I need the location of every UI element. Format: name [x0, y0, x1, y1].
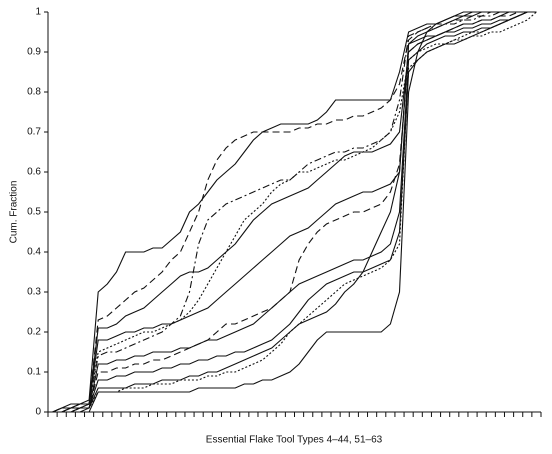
y-tick-label: 0.5	[27, 207, 41, 218]
series-line	[52, 11, 537, 413]
y-tick-label: 0.4	[27, 247, 41, 258]
y-tick-label: 0.8	[27, 87, 41, 98]
series-line	[52, 11, 537, 413]
y-tick-label: 0	[35, 407, 41, 418]
series-line	[52, 11, 537, 413]
y-tick-label: 0.1	[27, 367, 41, 378]
y-tick-label: 0.3	[27, 287, 41, 298]
series-line	[52, 11, 537, 413]
series-line	[52, 11, 537, 413]
series-line	[52, 11, 537, 413]
series-line	[52, 11, 537, 413]
y-tick-label: 0.7	[27, 127, 41, 138]
series-line	[52, 11, 537, 413]
y-tick-label: 0.9	[27, 47, 41, 58]
y-tick-label: 0.6	[27, 167, 41, 178]
y-tick-label: 0.2	[27, 327, 41, 338]
series-line	[52, 11, 537, 413]
series-line	[52, 11, 537, 413]
series-line	[52, 11, 537, 413]
y-tick-label: 1	[35, 7, 41, 18]
y-axis-title: Cum. Fraction	[9, 181, 20, 244]
series-line	[52, 11, 537, 413]
x-axis-title: Essential Flake Tool Types 4–44, 51–63	[206, 435, 383, 446]
